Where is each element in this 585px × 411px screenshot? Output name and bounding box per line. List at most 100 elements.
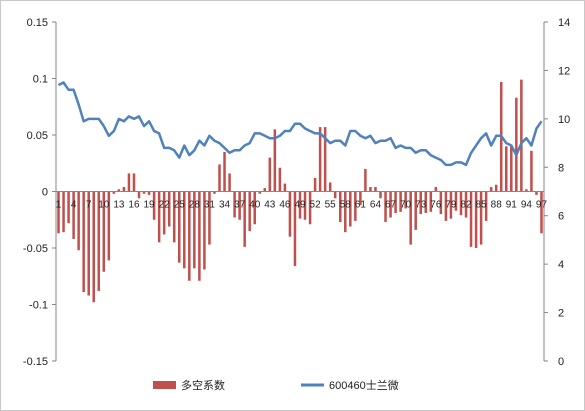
bar — [369, 186, 372, 192]
bar — [152, 191, 156, 220]
bar — [349, 191, 352, 227]
bar — [449, 191, 453, 219]
x-tick-label: 46 — [279, 200, 291, 211]
x-tick-label: 4 — [71, 200, 77, 211]
x-tick-label: 70 — [400, 200, 412, 211]
bar — [243, 191, 246, 247]
x-tick-label: 25 — [174, 200, 186, 211]
bar — [258, 191, 262, 194]
bar — [459, 191, 463, 216]
bar — [489, 186, 493, 192]
bar — [303, 191, 307, 220]
x-tick-label: 85 — [476, 200, 488, 211]
bar — [127, 173, 131, 192]
bar — [208, 191, 211, 245]
bar — [198, 191, 201, 281]
left-tick-label: 0.15 — [27, 17, 48, 29]
bar — [464, 191, 468, 218]
x-tick-label: 34 — [219, 200, 231, 211]
left-tick-label: 0.05 — [27, 130, 48, 142]
bar — [409, 191, 412, 245]
x-tick-label: 49 — [294, 200, 306, 211]
bar — [399, 191, 402, 212]
bar — [218, 164, 221, 192]
bar — [424, 191, 428, 213]
bar — [87, 191, 90, 296]
bar — [82, 191, 85, 293]
x-tick-label: 91 — [506, 200, 518, 211]
bar — [414, 191, 417, 230]
bar — [530, 150, 533, 192]
legend-bar-swatch — [153, 381, 176, 389]
bar — [323, 127, 327, 192]
bar — [540, 191, 543, 234]
bar — [203, 191, 206, 270]
bar — [102, 191, 106, 272]
x-tick-label: 10 — [98, 200, 110, 211]
bar — [374, 186, 377, 192]
x-tick-label: 22 — [159, 200, 171, 211]
bar — [359, 191, 362, 206]
bar — [379, 191, 382, 199]
bar — [288, 191, 292, 237]
right-y-axis: 0 2 4 6 8 10 12 14 — [543, 17, 570, 368]
right-tick-label: 10 — [558, 114, 570, 126]
bar — [77, 191, 80, 251]
x-tick-label: 67 — [385, 200, 397, 211]
bar — [344, 191, 347, 233]
bar — [228, 173, 231, 192]
x-axis: 1 4 7 10 13 16 19 22 25 28 31 34 37 40 43 46 49 52 55 58 61 6… — [56, 191, 547, 211]
bar — [474, 191, 478, 248]
bar — [333, 191, 337, 199]
bar — [107, 191, 111, 261]
bar — [92, 191, 95, 303]
bar — [469, 191, 473, 247]
bar — [298, 191, 302, 219]
bar — [434, 186, 438, 192]
bar — [167, 191, 171, 227]
x-tick-label: 88 — [491, 200, 503, 211]
bar-series — [57, 79, 543, 303]
legend-line-label: 600460士兰微 — [329, 378, 399, 392]
bar — [238, 191, 241, 220]
legend: 多空系数 600460士兰微 — [153, 378, 399, 392]
bar — [293, 191, 297, 267]
right-tick-label: 2 — [558, 308, 564, 320]
bar — [223, 151, 226, 192]
x-tick-label: 76 — [430, 200, 442, 211]
x-tick-label: 82 — [460, 200, 472, 211]
bar — [278, 167, 282, 192]
bar — [213, 191, 216, 194]
left-tick-label: -0.1 — [29, 300, 48, 312]
x-tick-label: 61 — [355, 200, 367, 211]
bar — [313, 177, 317, 192]
bar — [142, 191, 146, 194]
x-tick-label: 37 — [234, 200, 246, 211]
bar — [188, 191, 191, 281]
bar — [162, 191, 166, 235]
bar — [338, 191, 342, 223]
bar — [354, 191, 357, 221]
bar — [157, 191, 161, 243]
bar — [328, 182, 332, 192]
x-tick-label: 73 — [415, 200, 427, 211]
legend-bar-label: 多空系数 — [181, 378, 225, 392]
bar — [419, 191, 422, 215]
bar — [117, 189, 121, 192]
bar — [112, 191, 116, 194]
x-tick-label: 31 — [204, 200, 216, 211]
bar — [253, 191, 256, 225]
bar — [505, 146, 508, 192]
bar — [122, 186, 126, 192]
bar — [62, 191, 65, 233]
right-tick-label: 4 — [558, 259, 564, 271]
price-line — [57, 81, 543, 167]
right-tick-label: 6 — [558, 211, 564, 223]
bar — [510, 145, 513, 192]
bar — [183, 191, 186, 269]
bar — [178, 191, 181, 263]
bar — [520, 79, 523, 192]
bar — [364, 168, 367, 192]
bar — [248, 191, 251, 232]
